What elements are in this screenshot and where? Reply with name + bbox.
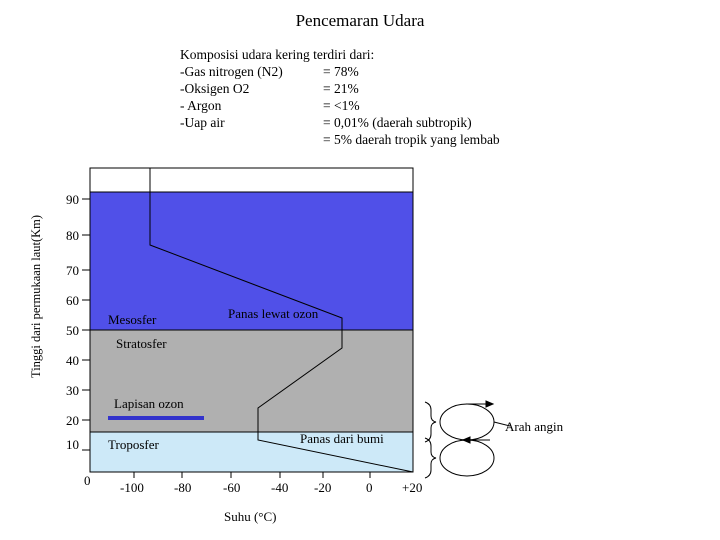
composition-row-nitrogen: -Gas nitrogen (N2) xyxy=(180,64,283,79)
temperature-profile-line xyxy=(149,168,414,473)
mesosfer-region xyxy=(89,191,414,331)
stratosfer-region xyxy=(89,329,414,433)
composition-row-uap-air: -Uap air xyxy=(180,115,225,130)
page-title: Pencemaran Udara xyxy=(295,11,425,30)
wind-arrows xyxy=(461,400,495,444)
x-tick-label: -100 xyxy=(120,480,144,495)
upper-wind-circulation-icon xyxy=(439,403,495,441)
y-axis-label: Tinggi dari permukaan laut(Km) xyxy=(29,214,43,378)
composition-value-argon: = <1% xyxy=(323,98,360,113)
x-tick-label: -80 xyxy=(174,480,192,495)
upper-atmosphere-band xyxy=(89,167,414,193)
y-tick-label: 20 xyxy=(66,413,79,428)
y-tick-label: 60 xyxy=(66,293,79,308)
y-tick-label: 40 xyxy=(66,353,79,368)
x-tick-label: 0 xyxy=(366,480,373,495)
composition-value-nitrogen: = 78% xyxy=(323,64,359,79)
y-tick-label: 70 xyxy=(66,263,79,278)
panas-ozon-label: Panas lewat ozon xyxy=(228,306,319,321)
composition-row-oksigen: -Oksigen O2 xyxy=(180,81,250,96)
x-tick-marks xyxy=(133,472,371,478)
composition-row-argon: - Argon xyxy=(180,98,222,113)
mesosfer-label: Mesosfer xyxy=(108,312,157,327)
y-tick-label: 10 xyxy=(66,437,79,452)
y-tick-label: 50 xyxy=(66,323,79,338)
y-tick-label: 30 xyxy=(66,383,79,398)
y-tick-label: 80 xyxy=(66,228,79,243)
composition-value-tropik: = 5% daerah tropik yang lembab xyxy=(323,132,500,147)
panas-bumi-label: Panas dari bumi xyxy=(300,431,384,446)
lower-wind-brace xyxy=(424,437,437,479)
x-axis-label: Suhu (°C) xyxy=(224,509,277,524)
arah-angin-leader xyxy=(493,421,511,427)
y-tick-marks xyxy=(82,198,90,451)
ozon-label: Lapisan ozon xyxy=(114,396,184,411)
x-tick-label: -60 xyxy=(223,480,241,495)
composition-heading: Komposisi udara kering terdiri dari: xyxy=(180,47,375,62)
origin-label: 0 xyxy=(84,473,91,488)
lower-wind-circulation-icon xyxy=(439,439,495,477)
x-tick-label: -20 xyxy=(314,480,332,495)
y-tick-label: 90 xyxy=(66,192,79,207)
stratosfer-label: Stratosfer xyxy=(116,336,167,351)
x-tick-label: +20 xyxy=(402,480,423,495)
composition-value-oksigen: = 21% xyxy=(323,81,359,96)
upper-wind-brace xyxy=(424,401,437,443)
arah-angin-label: Arah angin xyxy=(505,419,564,434)
composition-value-uap-air: = 0,01% (daerah subtropik) xyxy=(323,115,472,130)
x-tick-label: -40 xyxy=(271,480,289,495)
troposfer-region xyxy=(89,431,414,473)
troposfer-label: Troposfer xyxy=(108,437,159,452)
